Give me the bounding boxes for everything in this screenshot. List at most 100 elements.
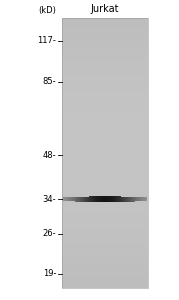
Bar bbox=[62, 117, 148, 119]
Bar bbox=[62, 97, 148, 99]
Bar bbox=[62, 146, 148, 148]
Bar bbox=[109, 196, 110, 202]
Bar bbox=[135, 197, 136, 202]
Bar bbox=[62, 205, 148, 207]
Bar bbox=[62, 32, 148, 34]
Bar bbox=[139, 197, 140, 201]
Bar bbox=[62, 185, 148, 187]
Bar bbox=[95, 196, 96, 202]
Bar bbox=[62, 207, 148, 209]
Bar bbox=[62, 221, 148, 223]
Bar bbox=[62, 200, 148, 202]
Bar bbox=[62, 164, 148, 166]
Bar bbox=[99, 196, 100, 202]
Bar bbox=[62, 153, 148, 155]
Bar bbox=[62, 239, 148, 241]
Bar bbox=[62, 92, 148, 94]
Bar bbox=[62, 272, 148, 274]
Bar bbox=[69, 197, 70, 201]
Bar bbox=[62, 171, 148, 173]
Bar bbox=[62, 38, 148, 40]
Bar bbox=[62, 216, 148, 218]
Bar bbox=[62, 25, 148, 27]
Bar bbox=[100, 196, 101, 202]
Bar bbox=[96, 196, 97, 202]
Bar bbox=[62, 283, 148, 284]
Bar bbox=[126, 197, 127, 202]
Bar bbox=[62, 234, 148, 236]
Bar bbox=[62, 173, 148, 175]
Bar bbox=[132, 197, 133, 202]
Bar bbox=[75, 197, 76, 202]
Bar bbox=[62, 18, 148, 20]
Bar bbox=[91, 196, 92, 202]
Bar bbox=[62, 79, 148, 81]
Bar bbox=[112, 196, 113, 202]
Bar bbox=[62, 110, 148, 112]
Bar bbox=[142, 197, 143, 201]
Bar bbox=[62, 113, 148, 115]
Bar bbox=[62, 277, 148, 279]
Bar bbox=[62, 194, 148, 196]
Bar bbox=[62, 209, 148, 211]
Bar bbox=[62, 27, 148, 29]
Bar bbox=[62, 36, 148, 38]
Bar bbox=[62, 101, 148, 103]
Bar bbox=[62, 230, 148, 232]
Bar bbox=[62, 90, 148, 92]
Bar bbox=[62, 203, 148, 205]
Bar bbox=[62, 247, 148, 248]
Bar bbox=[62, 227, 148, 229]
Bar bbox=[62, 176, 148, 178]
Bar bbox=[62, 131, 148, 133]
Bar bbox=[62, 85, 148, 86]
Bar bbox=[62, 196, 148, 198]
Bar bbox=[111, 196, 112, 202]
Bar bbox=[82, 197, 83, 202]
Bar bbox=[140, 197, 141, 201]
Bar bbox=[62, 243, 148, 245]
Bar bbox=[62, 178, 148, 180]
Bar bbox=[62, 191, 148, 193]
Bar bbox=[79, 197, 80, 202]
Bar bbox=[62, 133, 148, 135]
Bar bbox=[62, 18, 148, 288]
Bar bbox=[62, 122, 148, 124]
Bar bbox=[62, 158, 148, 160]
Bar bbox=[67, 197, 68, 201]
Bar bbox=[128, 197, 129, 202]
Bar bbox=[94, 196, 95, 202]
Bar bbox=[62, 286, 148, 288]
Bar bbox=[62, 148, 148, 149]
Bar bbox=[118, 196, 119, 202]
Bar bbox=[62, 268, 148, 270]
Bar bbox=[88, 196, 89, 202]
Bar bbox=[115, 196, 116, 202]
Bar bbox=[86, 196, 87, 202]
Bar bbox=[62, 232, 148, 234]
Bar bbox=[123, 196, 124, 202]
Bar bbox=[117, 196, 118, 202]
Bar bbox=[62, 142, 148, 144]
Bar bbox=[62, 67, 148, 68]
Bar bbox=[62, 83, 148, 85]
Bar bbox=[62, 198, 148, 200]
Bar bbox=[62, 50, 148, 52]
Bar bbox=[120, 196, 121, 202]
Bar bbox=[62, 54, 148, 56]
Bar bbox=[62, 65, 148, 67]
Bar bbox=[62, 256, 148, 257]
Bar bbox=[62, 245, 148, 247]
Bar bbox=[62, 61, 148, 63]
Bar bbox=[62, 74, 148, 76]
Bar bbox=[119, 196, 120, 202]
Bar bbox=[62, 23, 148, 25]
Bar bbox=[62, 259, 148, 261]
Bar bbox=[131, 197, 132, 202]
Bar bbox=[62, 137, 148, 139]
Bar bbox=[62, 128, 148, 130]
Bar bbox=[84, 197, 85, 202]
Bar bbox=[106, 196, 107, 202]
Bar bbox=[89, 196, 90, 202]
Bar bbox=[62, 211, 148, 212]
